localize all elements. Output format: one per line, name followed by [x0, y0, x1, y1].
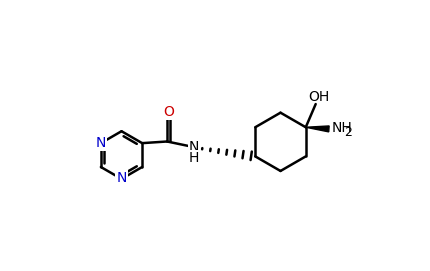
- Text: NH: NH: [331, 121, 351, 135]
- Text: H: H: [188, 151, 199, 165]
- Text: 2: 2: [343, 126, 351, 139]
- Text: OH: OH: [307, 90, 329, 104]
- Text: O: O: [163, 105, 174, 119]
- Polygon shape: [305, 126, 329, 132]
- Text: N: N: [95, 136, 106, 150]
- Text: N: N: [188, 140, 199, 154]
- Text: N: N: [116, 171, 126, 185]
